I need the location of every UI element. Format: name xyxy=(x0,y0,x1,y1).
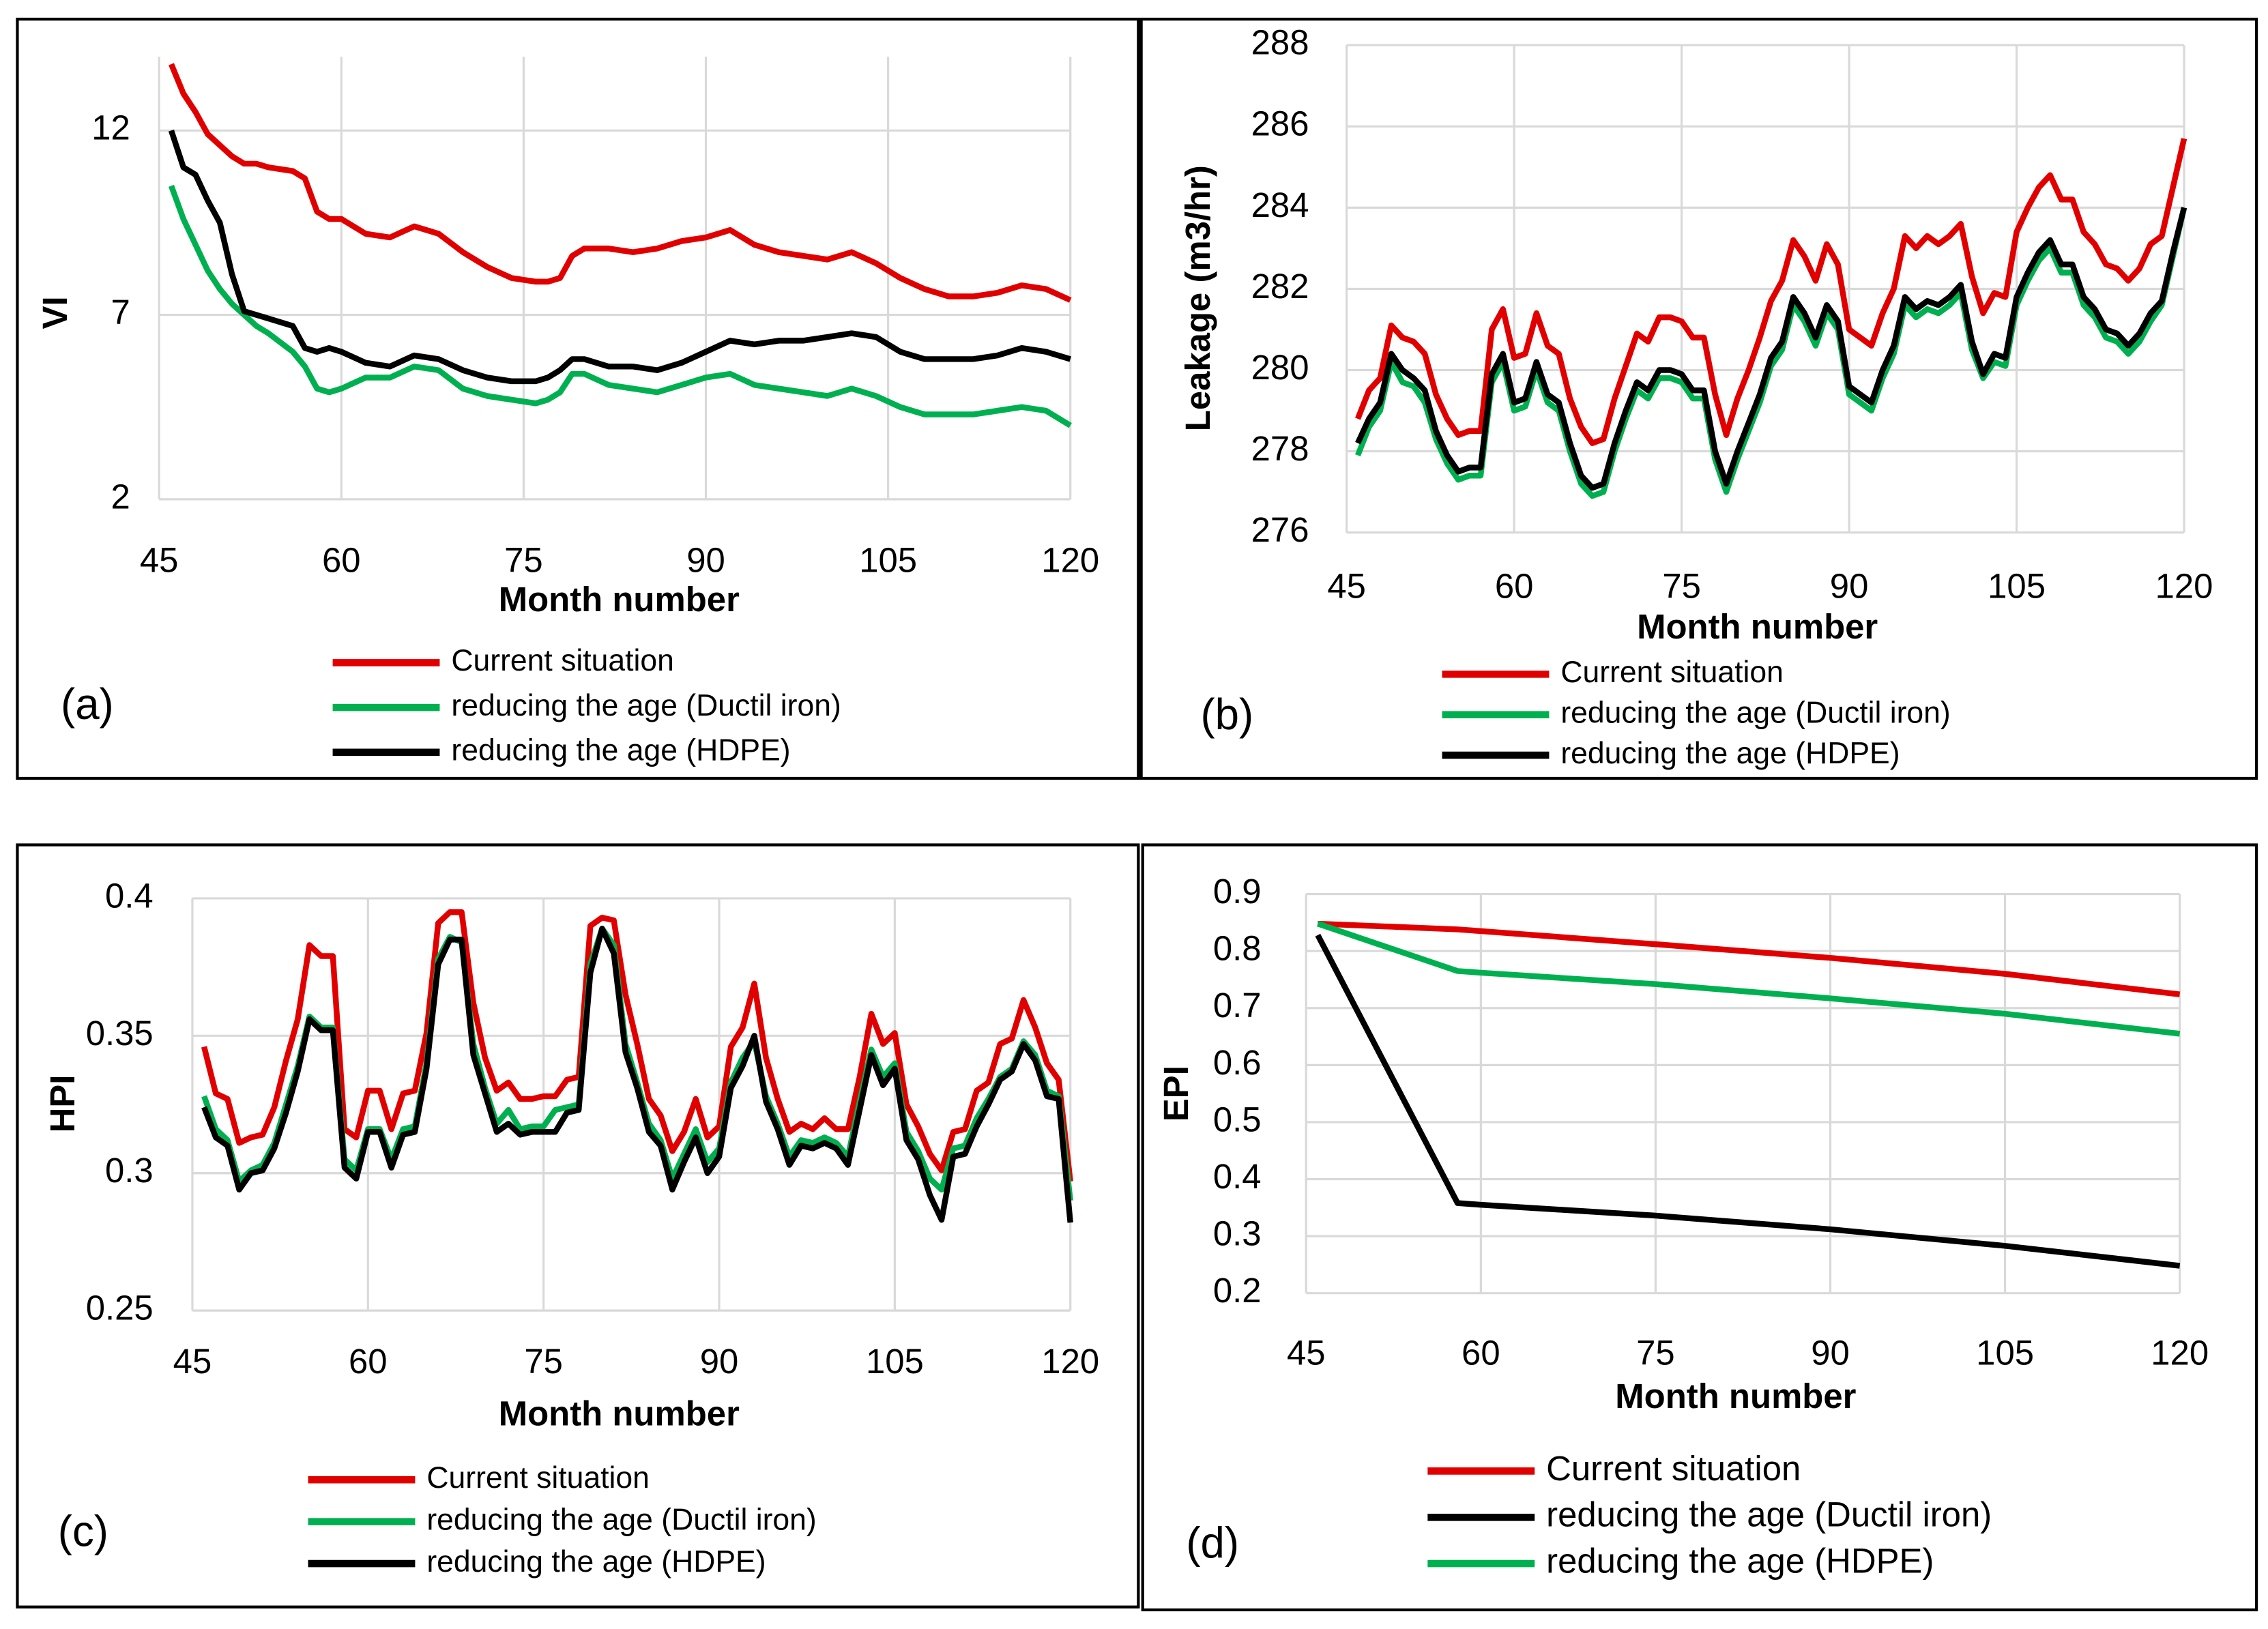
panel-label: (d) xyxy=(1186,1518,1239,1567)
x-tick-label: 45 xyxy=(1327,567,1366,606)
legend-label: Current situation xyxy=(1546,1449,1801,1488)
x-tick-label: 120 xyxy=(1041,541,1099,580)
x-tick-label: 45 xyxy=(140,541,179,580)
legend-label: reducing the age (Ductil iron) xyxy=(451,689,841,722)
y-tick-label: 0.3 xyxy=(105,1151,154,1190)
legend-label: reducing the age (HDPE) xyxy=(426,1545,766,1579)
x-tick-label: 60 xyxy=(1495,567,1534,606)
legend-label: reducing the age (Ductil iron) xyxy=(426,1503,816,1536)
x-tick-label: 105 xyxy=(1988,567,2046,606)
x-tick-label: 120 xyxy=(1041,1342,1099,1381)
x-axis-title: Month number xyxy=(1615,1377,1856,1415)
data-line xyxy=(201,909,1073,1182)
panel-label: (a) xyxy=(61,680,114,729)
x-axis-title: Month number xyxy=(499,1394,740,1433)
data-line xyxy=(169,63,1072,303)
x-tick-label: 75 xyxy=(504,541,543,580)
x-tick-label: 60 xyxy=(322,541,361,580)
y-tick-label: 284 xyxy=(1251,186,1309,224)
y-tick-label: 276 xyxy=(1251,510,1309,549)
x-tick-label: 105 xyxy=(866,1342,924,1381)
y-tick-label: 0.25 xyxy=(86,1289,154,1327)
legend-label: reducing the age (HDPE) xyxy=(451,734,790,767)
legend-label: reducing the age (Ductil iron) xyxy=(1560,696,1950,729)
legend-label: Current situation xyxy=(426,1461,650,1495)
y-tick-label: 0.3 xyxy=(1213,1214,1262,1253)
x-axis-title: Month number xyxy=(1637,607,1878,646)
y-tick-label: 0.5 xyxy=(1213,1100,1262,1139)
panel-frame xyxy=(16,843,1140,1609)
panel-label: (b) xyxy=(1201,690,1254,739)
y-axis-title: Leakage (m3/hr) xyxy=(1178,165,1217,431)
x-tick-label: 45 xyxy=(1287,1333,1326,1372)
panel-frame xyxy=(16,17,1140,780)
data-line xyxy=(1355,207,2187,491)
y-tick-label: 0.2 xyxy=(1213,1271,1262,1310)
x-tick-label: 75 xyxy=(1662,567,1701,606)
x-tick-label: 90 xyxy=(1830,567,1869,606)
x-tick-label: 90 xyxy=(700,1342,739,1381)
y-tick-label: 288 xyxy=(1251,23,1309,62)
y-tick-label: 282 xyxy=(1251,267,1309,306)
y-axis-title: VI xyxy=(35,296,74,329)
panel-label: (c) xyxy=(58,1508,108,1556)
legend-label: Current situation xyxy=(451,644,674,677)
x-tick-label: 60 xyxy=(349,1342,388,1381)
data-line xyxy=(1355,138,2187,446)
x-tick-label: 105 xyxy=(859,541,917,580)
y-tick-label: 0.7 xyxy=(1213,986,1262,1025)
x-tick-label: 75 xyxy=(524,1342,563,1381)
data-line xyxy=(1316,921,2181,1037)
y-tick-label: 0.4 xyxy=(1213,1157,1262,1196)
data-line xyxy=(168,129,1071,385)
y-tick-label: 0.9 xyxy=(1213,872,1262,911)
x-tick-label: 90 xyxy=(1811,1333,1850,1372)
data-line xyxy=(1315,933,2181,1269)
y-tick-label: 280 xyxy=(1251,348,1309,387)
legend-label: reducing the age (HDPE) xyxy=(1560,737,1900,770)
y-tick-label: 0.6 xyxy=(1213,1043,1262,1082)
x-tick-label: 120 xyxy=(2155,567,2213,606)
x-tick-label: 60 xyxy=(1462,1333,1500,1372)
y-tick-label: 0.4 xyxy=(105,876,154,915)
data-line xyxy=(1318,920,2181,997)
y-tick-label: 278 xyxy=(1251,429,1309,468)
y-tick-label: 286 xyxy=(1251,104,1309,143)
x-tick-label: 75 xyxy=(1636,1333,1675,1372)
legend-label: Current situation xyxy=(1560,656,1784,689)
legend-label: reducing the age (HDPE) xyxy=(1546,1542,1934,1581)
y-tick-label: 12 xyxy=(91,108,130,147)
x-tick-label: 90 xyxy=(686,541,725,580)
panel-frame xyxy=(1139,17,2258,780)
y-tick-label: 0.35 xyxy=(86,1014,154,1053)
y-tick-label: 2 xyxy=(111,477,130,516)
data-line xyxy=(201,926,1073,1223)
y-axis-title: EPI xyxy=(1157,1066,1195,1121)
y-axis-title: HPI xyxy=(43,1075,82,1133)
x-tick-label: 120 xyxy=(2151,1333,2209,1372)
x-tick-label: 105 xyxy=(1976,1333,2034,1372)
x-tick-label: 45 xyxy=(173,1342,212,1381)
x-axis-title: Month number xyxy=(499,580,740,619)
y-tick-label: 0.8 xyxy=(1213,929,1262,968)
panel-frame xyxy=(1141,843,2258,1612)
data-line xyxy=(169,184,1072,428)
legend-label: reducing the age (Ductil iron) xyxy=(1546,1495,1992,1534)
y-tick-label: 7 xyxy=(111,293,130,332)
